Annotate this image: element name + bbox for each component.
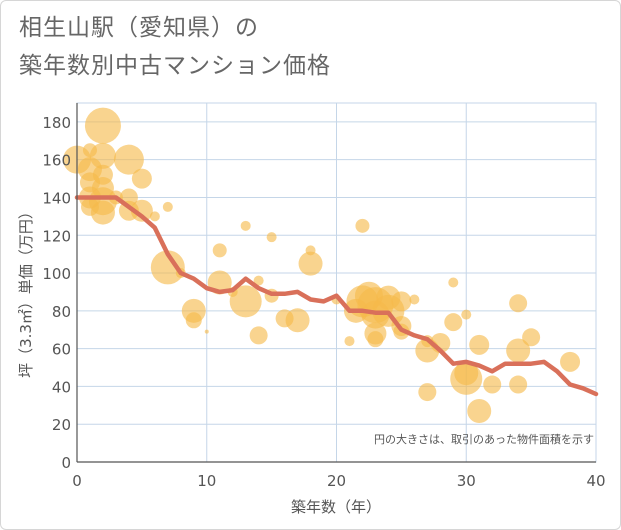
bubble-point [461,309,472,320]
bubble-point [162,201,173,212]
bubble-point [89,142,116,169]
bubble-point [253,275,264,286]
bubble-point [467,398,492,423]
x-axis-label: 築年数（年） [291,498,381,516]
bubble-point [506,338,531,363]
bubble-point [149,211,160,222]
bubble-point [266,232,277,243]
bubble-series [63,107,581,423]
grid [76,102,597,463]
bubble-point [355,218,370,233]
x-tick-label: 0 [72,472,82,490]
y-tick-label: 160 [42,152,71,170]
bubble-point [240,220,251,231]
x-tick-label: 20 [327,472,346,490]
bubble-point [204,329,209,334]
y-tick-label: 180 [42,114,71,132]
y-tick-label: 140 [42,189,71,207]
bubble-point [84,107,121,144]
y-tick-label: 60 [52,341,71,359]
x-tick-label: 30 [457,472,476,490]
bubble-point [448,277,459,288]
bubble-point [444,313,463,332]
y-tick-label: 40 [52,378,71,396]
chart-annotation: 円の大きさは、取引のあった物件面積を示す [374,432,594,446]
bubble-point [367,331,384,348]
bubble-point [469,334,490,355]
trend-line-series [74,195,599,397]
bubble-point [483,375,502,394]
bubble-point [285,308,310,333]
bubble-point [130,199,153,222]
bubble-point [509,294,528,313]
bubble-point [150,250,185,285]
bubble-point [298,251,323,276]
x-tick-label: 40 [586,472,605,490]
bubble-point [560,351,581,372]
y-axis-label: 坪（3.3㎡）単価（万円） [17,204,35,378]
bubble-point [131,168,152,189]
bubble-point [409,294,420,305]
y-tick-label: 20 [52,416,71,434]
y-tick-label: 120 [42,227,71,245]
trend-line [74,195,599,397]
y-tick-label: 80 [52,303,71,321]
chart-title-line1: 相生山駅（愛知県）の [19,15,259,41]
chart-title-line2: 築年数別中古マンション価格 [19,53,331,79]
bubble-point [522,328,541,347]
x-tick-label: 10 [197,472,216,490]
y-tick-label: 100 [42,265,71,283]
bubble-point [229,285,262,318]
axes: 0 20 40 60 80 100 120 140 160 180 0 10 20 30 40 [42,103,606,490]
bubble-point [185,312,202,329]
bubble-point [212,243,227,258]
bubble-point [509,375,528,394]
y-tick-label: 0 [61,454,71,472]
bubble-point [450,362,483,395]
bubble-point [249,326,268,345]
bubble-point [391,291,412,312]
bubble-point [418,383,437,402]
bubble-point [90,200,115,225]
bubble-point [113,144,144,175]
bubble-point [344,336,355,347]
